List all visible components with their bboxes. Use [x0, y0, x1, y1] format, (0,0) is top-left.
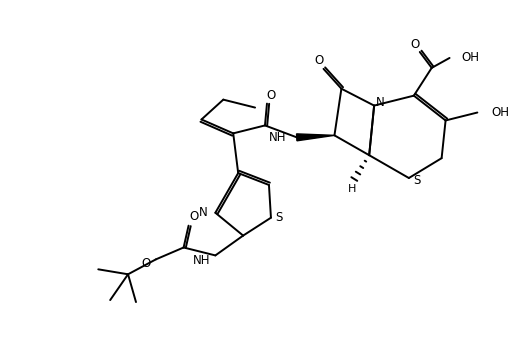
Text: OH: OH — [461, 51, 480, 64]
Text: OH: OH — [491, 106, 509, 119]
Text: H: H — [348, 184, 357, 194]
Text: N: N — [199, 206, 207, 219]
Text: O: O — [141, 257, 151, 270]
Text: S: S — [413, 174, 420, 188]
Text: O: O — [314, 54, 323, 67]
Text: S: S — [275, 211, 282, 224]
Text: N: N — [376, 96, 385, 109]
Text: O: O — [410, 38, 419, 51]
Text: NH: NH — [269, 131, 287, 144]
Text: O: O — [189, 210, 198, 223]
Text: O: O — [266, 89, 276, 102]
Text: NH: NH — [193, 254, 210, 267]
Polygon shape — [297, 134, 335, 141]
